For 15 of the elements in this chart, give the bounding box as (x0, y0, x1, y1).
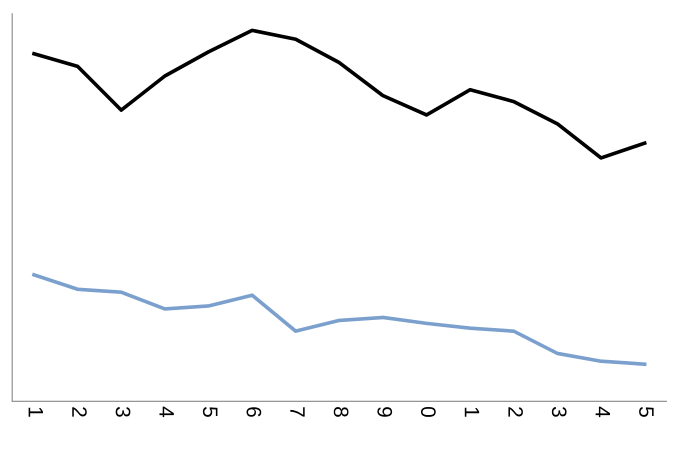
x-tick-label: 7 (290, 407, 305, 417)
x-tick-label: 1 (28, 408, 43, 417)
x-tick-label: 9 (377, 407, 392, 417)
x-tick-label: 4 (159, 406, 174, 418)
x-tick-label: 3 (552, 406, 567, 417)
x-tick-label: 5 (639, 406, 654, 417)
x-tick-label: 0 (420, 406, 436, 417)
x-tick-label: 2 (508, 407, 523, 417)
x-tick-label: 6 (246, 407, 262, 417)
x-tick-label: 1 (464, 408, 480, 417)
x-tick-label: 4 (596, 406, 610, 418)
x-tick-label: 5 (202, 406, 218, 417)
x-tick-label: 2 (72, 407, 87, 417)
x-tick-label: 8 (334, 407, 348, 417)
x-tick-label: 3 (116, 406, 130, 417)
